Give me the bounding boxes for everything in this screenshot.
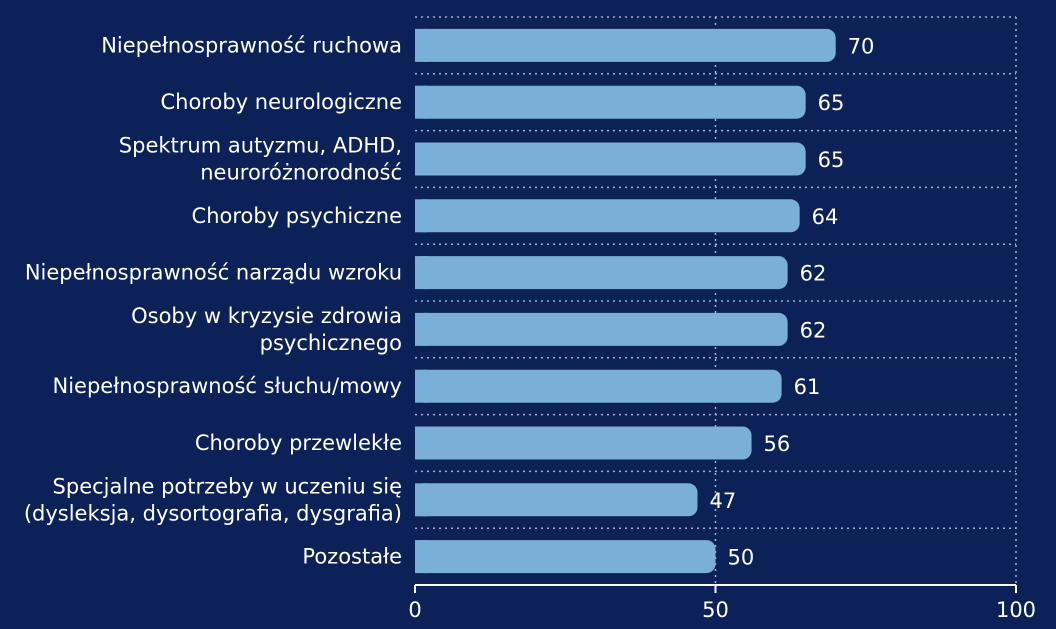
bar-base (415, 426, 427, 460)
category-label: Specjalne potrzeby w uczeniu się (53, 474, 402, 498)
data-label: 47 (709, 489, 736, 513)
bar (415, 426, 752, 460)
category-label: neuroróżnorodność (200, 161, 402, 185)
grid-lines (415, 16, 1017, 585)
bar (415, 540, 716, 574)
category-label: Osoby w kryzysie zdrowia (131, 304, 402, 328)
data-label: 56 (764, 432, 791, 456)
bar (415, 199, 800, 233)
category-label: Niepełnosprawność narządu wzroku (25, 261, 402, 285)
bar (415, 369, 782, 403)
x-axis: 0 50 100 (408, 584, 1036, 622)
bar-base (415, 256, 427, 290)
bar (415, 142, 806, 176)
value-labels: 70 65 65 64 62 62 61 56 47 50 (709, 34, 874, 569)
category-label: Choroby przewlekłe (195, 431, 402, 455)
bar-base (415, 85, 427, 119)
data-label: 65 (818, 148, 845, 172)
bar-base (415, 28, 427, 62)
data-label: 62 (800, 318, 827, 342)
bars (415, 28, 836, 574)
bar (415, 28, 836, 62)
bar-base (415, 369, 427, 403)
category-label: (dysleksja, dysortografia, dysgrafia) (24, 501, 402, 525)
category-label: Spektrum autyzmu, ADHD, (119, 134, 402, 158)
bar (415, 483, 698, 517)
data-label: 65 (818, 91, 845, 115)
category-label: Niepełnosprawność słuchu/mowy (53, 374, 402, 398)
category-label: psychicznego (260, 331, 402, 355)
bar-base (415, 142, 427, 176)
category-label: Pozostałe (302, 545, 402, 569)
bar-base (415, 540, 427, 574)
data-label: 61 (794, 375, 821, 399)
category-label: Choroby neurologiczne (161, 90, 402, 114)
category-labels: Niepełnosprawność ruchowa Choroby neurolo… (24, 33, 402, 568)
x-tick-label: 0 (408, 598, 421, 622)
x-tick-label: 100 (996, 598, 1036, 622)
bar-base (415, 199, 427, 233)
bar-base (415, 483, 427, 517)
category-label: Choroby psychiczne (192, 204, 402, 228)
bar-base (415, 312, 427, 346)
data-label: 62 (800, 262, 827, 286)
bar (415, 256, 788, 290)
category-label: Niepełnosprawność ruchowa (101, 33, 402, 57)
data-label: 50 (728, 546, 755, 570)
data-label: 70 (848, 34, 875, 58)
x-tick-label: 50 (702, 598, 729, 622)
bar (415, 85, 806, 119)
bar (415, 312, 788, 346)
data-label: 64 (812, 205, 839, 229)
